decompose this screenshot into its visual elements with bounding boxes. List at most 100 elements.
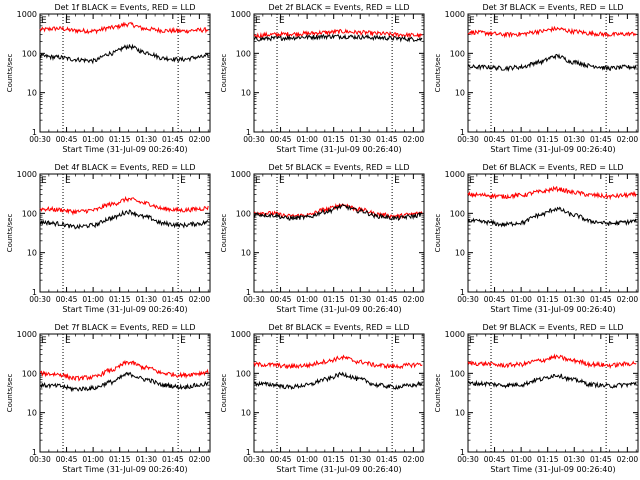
x-tick-label: 02:00 <box>403 295 425 304</box>
series-line-lld <box>467 185 637 201</box>
y-tick-label: 1000 <box>231 170 251 179</box>
y-tick-label: 1 <box>32 288 37 297</box>
series-line-events <box>253 33 423 43</box>
x-tick-label: 00:45 <box>56 455 78 464</box>
x-tick-label: 01:00 <box>510 135 532 144</box>
x-tick-label: 00:30 <box>29 135 51 144</box>
corner-marker-label: E <box>469 176 475 186</box>
chart-title: Det 1f BLACK = Events, RED = LLD <box>54 3 195 12</box>
marker-label: E <box>493 16 499 26</box>
y-tick-label: 1 <box>460 448 465 457</box>
x-tick-label: 00:30 <box>243 295 265 304</box>
y-tick-label: 100 <box>236 369 251 378</box>
x-tick-label: 02:00 <box>617 455 639 464</box>
marker-label: E <box>394 336 400 346</box>
x-tick-label: 01:00 <box>296 455 318 464</box>
x-axis-label: Start Time (31-Jul-09 00:26:40) <box>490 305 615 314</box>
y-axis-label: Counts/sec <box>6 374 14 413</box>
y-tick-label: 1 <box>246 448 251 457</box>
x-tick-label: 01:15 <box>323 295 345 304</box>
marker-label: E <box>180 176 186 186</box>
y-tick-label: 100 <box>450 369 465 378</box>
panel-det-9: Det 9f BLACK = Events, RED = LLD E E E 1 10 10… <box>434 323 639 474</box>
x-axis-label: Start Time (31-Jul-09 00:26:40) <box>276 145 401 154</box>
series-line-events <box>467 373 637 389</box>
x-tick-label: 02:00 <box>403 455 425 464</box>
y-axis-label: Counts/sec <box>434 374 442 413</box>
marker-label: E <box>608 336 614 346</box>
y-tick-label: 1000 <box>231 330 251 339</box>
x-tick-label: 02:00 <box>617 295 639 304</box>
marker-label: E <box>279 176 285 186</box>
series-line-events <box>39 43 209 65</box>
marker-label: E <box>394 16 400 26</box>
y-axis-label: Counts/sec <box>220 374 228 413</box>
x-tick-label: 01:00 <box>296 135 318 144</box>
y-tick-label: 10 <box>27 409 37 418</box>
series-line-events <box>253 203 423 221</box>
marker-label: E <box>608 176 614 186</box>
corner-marker-label: E <box>41 336 47 346</box>
marker-label: E <box>608 16 614 26</box>
series-line-lld <box>467 25 637 39</box>
x-tick-label: 00:45 <box>484 295 506 304</box>
y-tick-label: 1 <box>246 128 251 137</box>
chart-title: Det 4f BLACK = Events, RED = LLD <box>54 163 195 172</box>
chart-title: Det 3f BLACK = Events, RED = LLD <box>482 3 623 12</box>
y-tick-label: 100 <box>22 49 37 58</box>
x-tick-label: 01:45 <box>162 135 184 144</box>
y-tick-label: 1000 <box>231 10 251 19</box>
y-axis-label: Counts/sec <box>220 214 228 253</box>
x-tick-label: 01:15 <box>109 455 131 464</box>
x-tick-label: 00:45 <box>270 295 292 304</box>
x-tick-label: 01:45 <box>590 455 612 464</box>
y-axis-label: Counts/sec <box>6 214 14 253</box>
x-tick-label: 00:45 <box>484 135 506 144</box>
chart-title: Det 2f BLACK = Events, RED = LLD <box>268 3 409 12</box>
series-line-events <box>39 209 209 230</box>
marker-label: E <box>279 16 285 26</box>
x-tick-label: 01:00 <box>82 455 104 464</box>
panel-det-8: Det 8f BLACK = Events, RED = LLD E E E 1 10 10… <box>220 323 425 474</box>
plot-frame <box>253 13 425 133</box>
chart-title: Det 7f BLACK = Events, RED = LLD <box>54 323 195 332</box>
y-tick-label: 10 <box>27 89 37 98</box>
y-tick-label: 1000 <box>17 10 37 19</box>
panel-det-6: Det 6f BLACK = Events, RED = LLD E E E 1 10 10… <box>434 163 639 314</box>
marker-label: E <box>65 336 71 346</box>
series-line-events <box>467 53 637 72</box>
x-tick-label: 01:45 <box>162 455 184 464</box>
plot-frame <box>467 173 639 293</box>
series-line-lld <box>39 359 209 382</box>
series-line-lld <box>253 28 423 39</box>
x-tick-label: 02:00 <box>189 135 211 144</box>
plot-frame <box>39 173 211 293</box>
series-line-lld <box>467 353 637 369</box>
y-tick-label: 1 <box>32 448 37 457</box>
series-line-events <box>467 206 637 228</box>
x-tick-label: 01:15 <box>537 135 559 144</box>
y-axis-label: Counts/sec <box>6 54 14 93</box>
x-tick-label: 00:30 <box>243 135 265 144</box>
y-tick-label: 1000 <box>445 10 465 19</box>
y-tick-label: 1000 <box>17 330 37 339</box>
plot-frame <box>39 13 211 133</box>
plot-frame <box>467 13 639 133</box>
y-tick-label: 100 <box>450 209 465 218</box>
x-tick-label: 01:45 <box>376 135 398 144</box>
marker-label: E <box>493 336 499 346</box>
y-tick-label: 1 <box>246 288 251 297</box>
plot-frame <box>253 173 425 293</box>
marker-label: E <box>65 16 71 26</box>
x-tick-label: 01:00 <box>82 295 104 304</box>
panel-det-3: Det 3f BLACK = Events, RED = LLD E E E 1 10 10… <box>434 3 639 154</box>
y-tick-label: 1 <box>460 128 465 137</box>
plot-frame <box>467 333 639 453</box>
x-tick-label: 00:30 <box>29 295 51 304</box>
x-tick-label: 01:30 <box>563 455 585 464</box>
corner-marker-label: E <box>255 336 261 346</box>
x-tick-label: 01:30 <box>135 135 157 144</box>
y-tick-label: 100 <box>236 209 251 218</box>
panel-det-1: Det 1f BLACK = Events, RED = LLD E E E 1 10 10… <box>6 3 211 154</box>
